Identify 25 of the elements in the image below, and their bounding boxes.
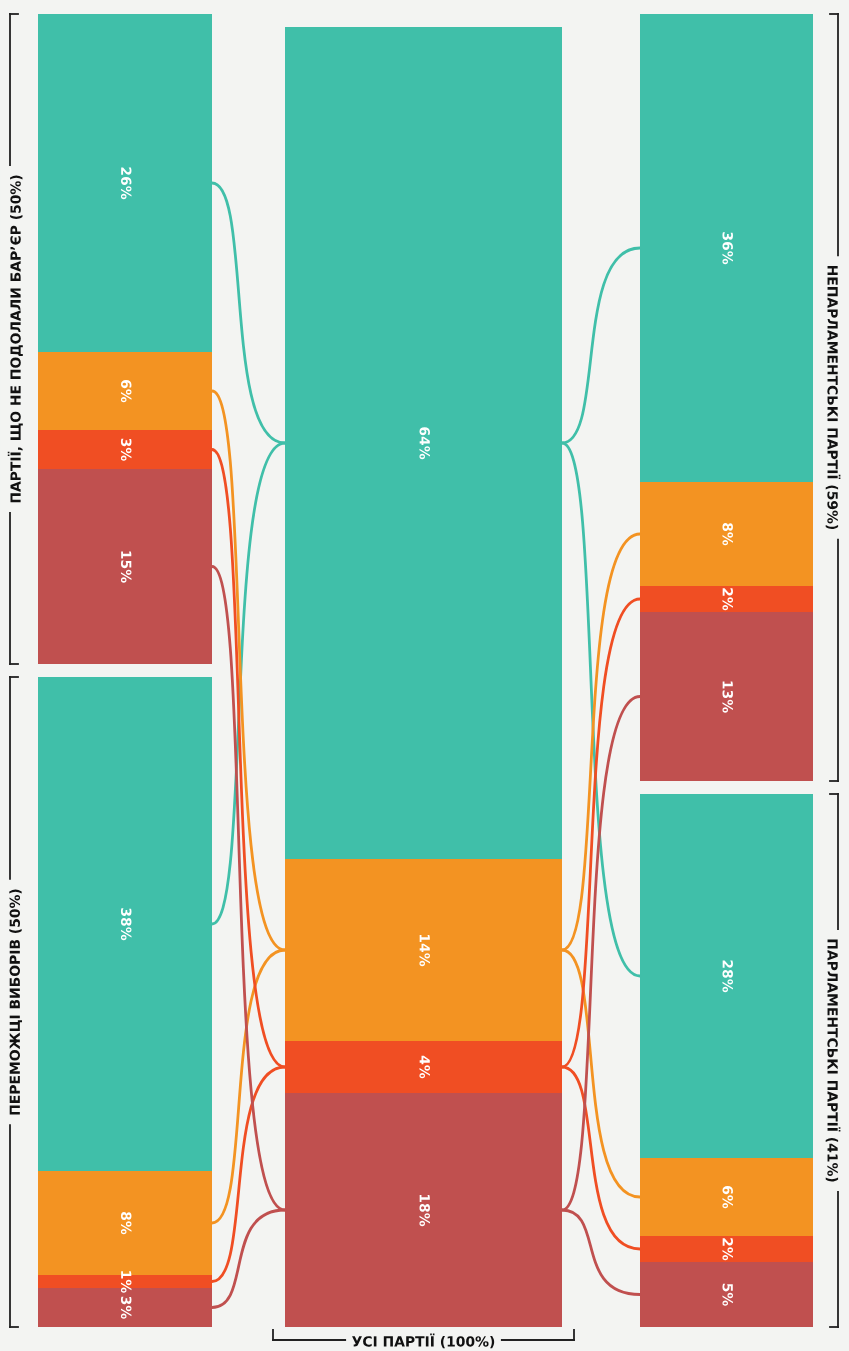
category-label: НЕПАРЛАМЕНТСЬКІ ПАРТІЇ (59%) — [825, 265, 841, 530]
data-label: 14% — [419, 934, 430, 967]
data-label: 2% — [722, 588, 733, 611]
data-label: 5% — [722, 1283, 733, 1306]
data-label: 6% — [120, 380, 132, 403]
data-label: 8% — [120, 1212, 132, 1235]
data-label: 13% — [722, 681, 733, 713]
data-label: 3% — [120, 438, 132, 461]
data-label: 26% — [120, 167, 132, 200]
data-label: 38% — [120, 908, 132, 941]
category-label: ПЕРЕМОЖЦІ ВИБОРІВ (50%) — [9, 889, 23, 1115]
data-label: 4% — [419, 1055, 430, 1079]
data-label: 1% — [120, 1271, 132, 1293]
category-label: ПАРЛАМЕНТСЬКІ ПАРТІЇ (41%) — [825, 939, 841, 1182]
data-label: 18% — [419, 1194, 430, 1227]
category-label: УСІ ПАРТІЇ (100%) — [352, 1333, 495, 1349]
data-label: 36% — [722, 232, 733, 265]
data-label: 28% — [722, 960, 733, 993]
data-label: 15% — [120, 551, 132, 583]
data-label: 3% — [120, 1296, 132, 1319]
data-label: 8% — [722, 523, 733, 546]
data-label: 6% — [722, 1186, 733, 1209]
data-label: 64% — [419, 427, 430, 460]
data-label: 2% — [722, 1238, 733, 1261]
category-label: ПАРТІЇ, ЩО НЕ ПОДОЛАЛИ БАР’ЄР (50%) — [7, 175, 23, 503]
